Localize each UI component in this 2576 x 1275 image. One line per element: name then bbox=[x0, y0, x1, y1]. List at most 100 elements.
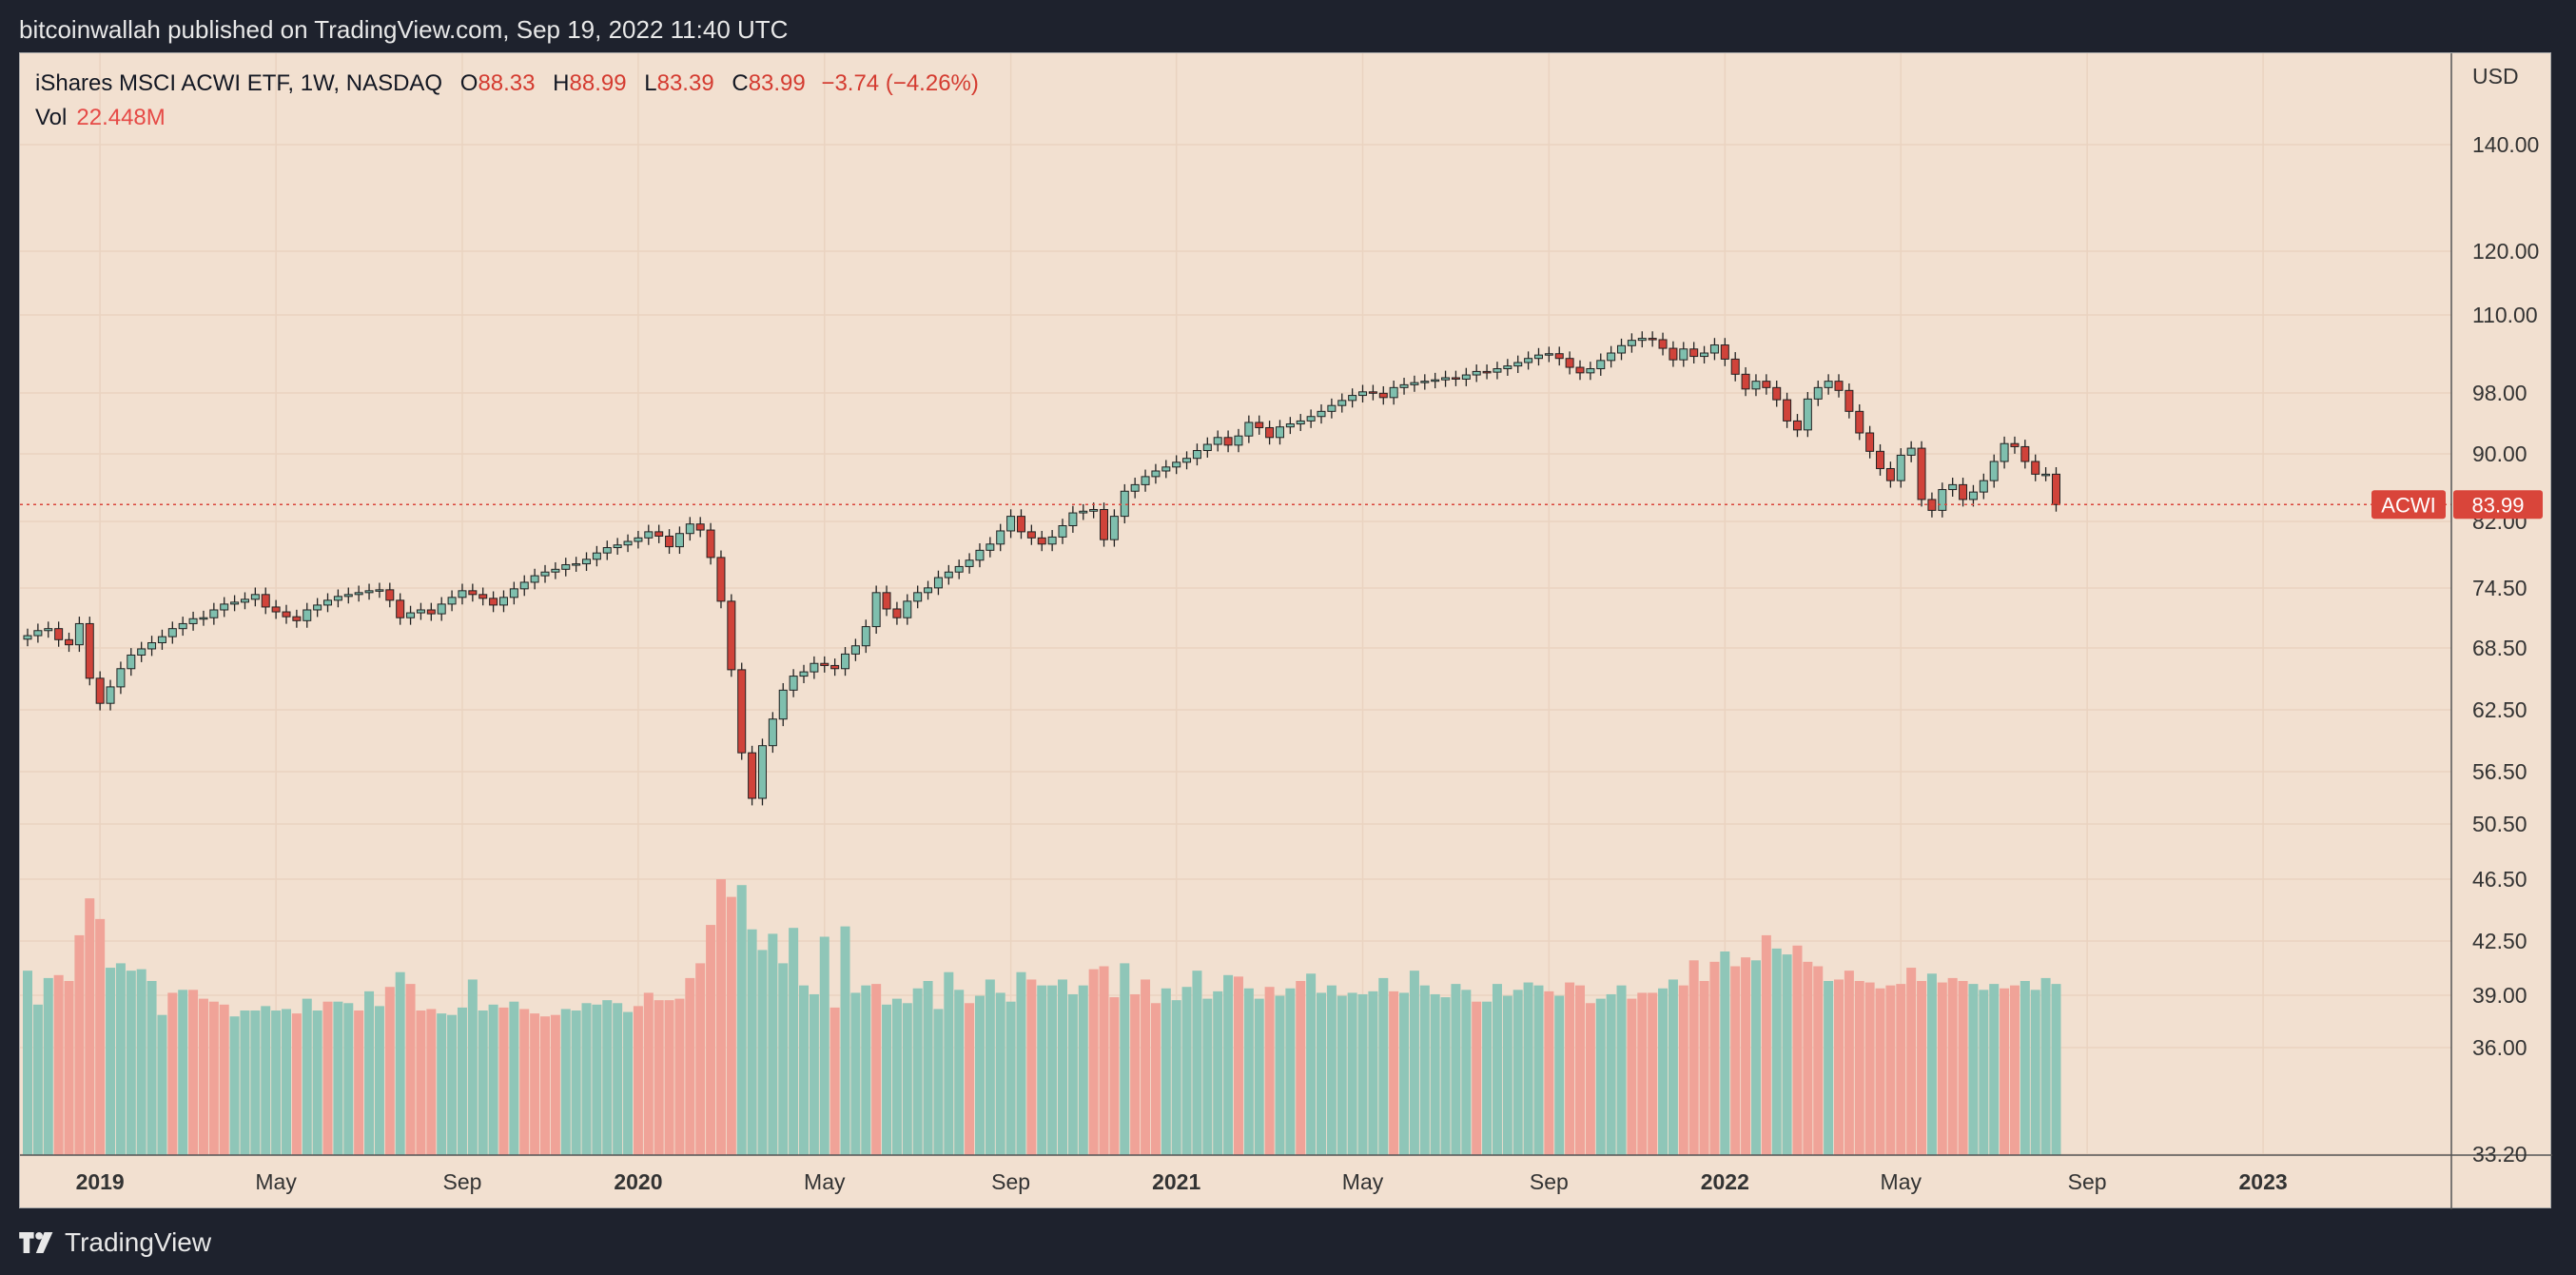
candle bbox=[343, 587, 353, 604]
high-value: 88.99 bbox=[569, 70, 627, 96]
volume-bar bbox=[1099, 966, 1109, 1155]
volume-bar bbox=[1285, 988, 1296, 1155]
candle bbox=[623, 534, 633, 553]
candle bbox=[1068, 505, 1078, 533]
price-axis: 140.00120.00110.0098.0090.0082.0074.5068… bbox=[2472, 132, 2539, 1167]
volume-bar bbox=[354, 1010, 364, 1155]
candle bbox=[1751, 374, 1761, 397]
candle bbox=[333, 589, 342, 608]
volume-bar bbox=[1885, 985, 1896, 1155]
candle bbox=[1348, 388, 1357, 408]
candle bbox=[789, 669, 798, 697]
volume-bar bbox=[613, 1003, 623, 1155]
volume-bar bbox=[1648, 992, 1658, 1155]
price-tick-label: 68.50 bbox=[2472, 636, 2527, 660]
volume-bar bbox=[1296, 981, 1306, 1155]
change-value: −3.74 (−4.26%) bbox=[821, 70, 979, 96]
candle bbox=[2031, 454, 2040, 481]
candle bbox=[509, 581, 518, 605]
volume-bar bbox=[416, 1010, 426, 1155]
candle bbox=[1420, 374, 1430, 390]
volume-bar bbox=[1771, 948, 1782, 1155]
candle bbox=[861, 619, 870, 654]
volume-bar bbox=[1233, 976, 1243, 1155]
candle bbox=[1182, 451, 1192, 470]
candle bbox=[850, 638, 860, 661]
volume-bar bbox=[1947, 977, 1958, 1155]
time-tick-label: 2023 bbox=[2238, 1169, 2287, 1194]
candle bbox=[1472, 364, 1481, 382]
volume-bar bbox=[364, 991, 375, 1155]
volume-bar bbox=[1627, 998, 1637, 1155]
candle bbox=[716, 550, 726, 609]
volume-bar bbox=[1968, 984, 1979, 1155]
volume-bar bbox=[23, 971, 32, 1155]
volume-bar bbox=[1088, 969, 1099, 1155]
volume-bar bbox=[706, 925, 716, 1155]
volume-bar bbox=[1120, 963, 1130, 1155]
candle bbox=[489, 591, 498, 613]
candle bbox=[1451, 370, 1460, 386]
volume-bar bbox=[374, 1006, 384, 1155]
candle bbox=[799, 664, 809, 684]
candle bbox=[871, 585, 881, 634]
candle bbox=[364, 583, 374, 600]
candle bbox=[572, 557, 581, 572]
volume-bar bbox=[1202, 998, 1213, 1155]
candle bbox=[1709, 338, 1719, 361]
candle bbox=[1285, 417, 1295, 435]
volume-bar bbox=[1254, 998, 1264, 1155]
volume-bar bbox=[633, 1006, 643, 1155]
candle bbox=[271, 599, 281, 619]
time-tick-label: May bbox=[255, 1169, 297, 1194]
volume-bar bbox=[1482, 1001, 1493, 1155]
candle bbox=[582, 552, 592, 571]
candle bbox=[1482, 364, 1492, 380]
volume-bar bbox=[405, 984, 416, 1155]
candle bbox=[313, 598, 322, 618]
candle bbox=[1234, 428, 1243, 453]
candle bbox=[426, 602, 436, 621]
volume-bar bbox=[1595, 998, 1606, 1155]
volume-bar bbox=[1937, 982, 1947, 1155]
candle bbox=[157, 629, 166, 650]
volume-bar bbox=[664, 1000, 674, 1155]
candle bbox=[1213, 430, 1222, 452]
candle bbox=[748, 745, 757, 806]
candle bbox=[416, 602, 425, 620]
candle bbox=[986, 537, 995, 558]
candle bbox=[1700, 345, 1709, 363]
candle bbox=[1658, 332, 1668, 356]
candle bbox=[261, 587, 270, 615]
volume-bar bbox=[1864, 982, 1875, 1155]
candle bbox=[1824, 374, 1833, 395]
volume-bar bbox=[1389, 991, 1399, 1155]
candle bbox=[220, 597, 229, 618]
volume-bar bbox=[882, 1004, 892, 1155]
time-tick-label: 2020 bbox=[614, 1169, 662, 1194]
footer[interactable]: TradingView bbox=[19, 1218, 211, 1267]
volume-bar bbox=[1979, 990, 1989, 1155]
volume-bar bbox=[437, 1013, 447, 1155]
open-label: O bbox=[459, 70, 478, 96]
candle bbox=[323, 593, 333, 613]
candle bbox=[33, 623, 43, 643]
candle bbox=[1586, 362, 1595, 381]
chart-frame[interactable]: USD 140.00 120.00 110.00 98.00 90.00 82.00 74.… bbox=[19, 52, 2552, 1209]
low-value: 83.39 bbox=[656, 70, 714, 96]
candle bbox=[1648, 331, 1657, 347]
last-price-labels[interactable]: ACWI 83.99 bbox=[2371, 490, 2543, 520]
candle bbox=[1265, 421, 1275, 445]
volume-bar bbox=[271, 1010, 282, 1155]
volume-bar bbox=[1575, 985, 1585, 1155]
volume-bar bbox=[592, 1004, 602, 1155]
volume-bar bbox=[1337, 995, 1347, 1155]
volume-bar bbox=[778, 963, 789, 1155]
symbol-badge-label: ACWI bbox=[2381, 493, 2435, 517]
candle bbox=[892, 601, 902, 625]
price-tick-label: 50.50 bbox=[2472, 812, 2527, 836]
price-axis-currency: USD bbox=[2472, 64, 2519, 88]
volume-bar bbox=[1720, 951, 1730, 1155]
volume-bar bbox=[498, 1007, 509, 1155]
candlestick-chart[interactable]: USD 140.00120.00110.0098.0090.0082.0074.… bbox=[20, 53, 2552, 1209]
